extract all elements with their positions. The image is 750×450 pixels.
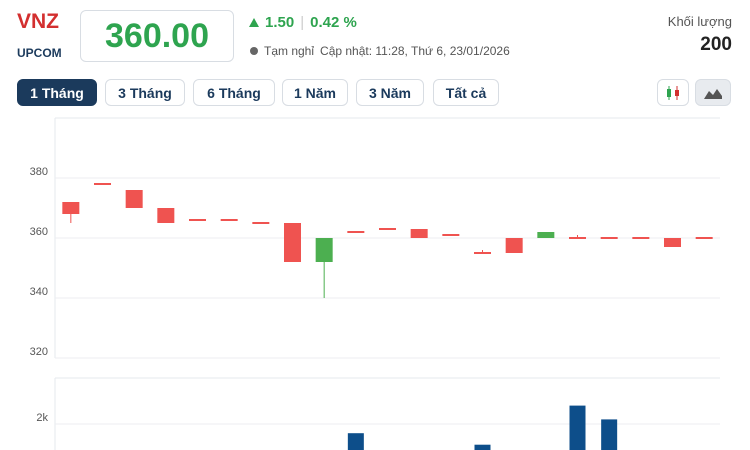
candle-body <box>125 190 143 208</box>
range-tab[interactable]: 3 Tháng <box>105 79 185 106</box>
volume-bar <box>347 433 364 450</box>
candle-icon <box>667 85 679 100</box>
area-button[interactable] <box>695 79 731 106</box>
volume-bar <box>569 405 586 450</box>
candle-body <box>569 237 586 239</box>
y-tick-label: 360 <box>30 226 48 238</box>
candle-body <box>695 237 713 239</box>
candle-body <box>189 219 206 221</box>
candle-body <box>442 234 460 236</box>
range-tab[interactable]: Tất cả <box>433 79 499 106</box>
y-tick-label: 340 <box>30 286 48 298</box>
change: 1.50 <box>265 14 295 31</box>
candle-body <box>252 222 270 224</box>
candle-body <box>62 202 80 214</box>
up-icon <box>249 18 259 27</box>
candle-body <box>157 208 175 223</box>
candle-body <box>347 231 365 233</box>
y-tick-label: 2k <box>36 412 48 424</box>
candle-body <box>315 238 333 262</box>
status: Tạm nghỉ <box>264 44 315 58</box>
range-tab[interactable]: 1 Năm <box>282 79 348 106</box>
candle-body <box>505 238 523 253</box>
candle-body <box>664 238 681 247</box>
candle-body <box>410 229 428 238</box>
volume-bar <box>601 419 618 450</box>
change-pct: 0.42 % <box>310 14 357 31</box>
range-tab[interactable]: 3 Năm <box>356 79 424 106</box>
candle-body <box>537 232 555 238</box>
updated: Cập nhật: 11:28, Thứ 6, 23/01/2026 <box>320 44 510 58</box>
y-tick-label: 320 <box>30 346 48 358</box>
status-dot <box>250 47 258 55</box>
status-row: Tạm nghỉ Cập nhật: 11:28, Thứ 6, 23/01/2… <box>250 44 510 58</box>
candle-body <box>284 223 301 262</box>
exchange: UPCOM <box>17 46 62 60</box>
candle-body <box>220 219 238 221</box>
volume-label: Khối lượng <box>667 14 732 29</box>
price: 360.00 <box>80 10 234 62</box>
candle-body <box>600 237 618 239</box>
candle-body <box>632 237 650 239</box>
candle-body <box>94 183 111 185</box>
range-tab[interactable]: 6 Tháng <box>193 79 275 106</box>
y-tick-label: 380 <box>30 166 48 178</box>
separator: | <box>300 14 305 31</box>
range-tab[interactable]: 1 Tháng <box>17 79 97 106</box>
area-icon <box>704 88 722 99</box>
symbol: VNZ <box>17 10 59 33</box>
volume-bar <box>474 444 491 450</box>
volume: 200 <box>700 34 732 55</box>
candle-body <box>474 252 491 254</box>
change-row: 1.50 | 0.42 % <box>249 14 357 31</box>
candle-button[interactable] <box>657 79 689 106</box>
candle-body <box>379 228 396 230</box>
